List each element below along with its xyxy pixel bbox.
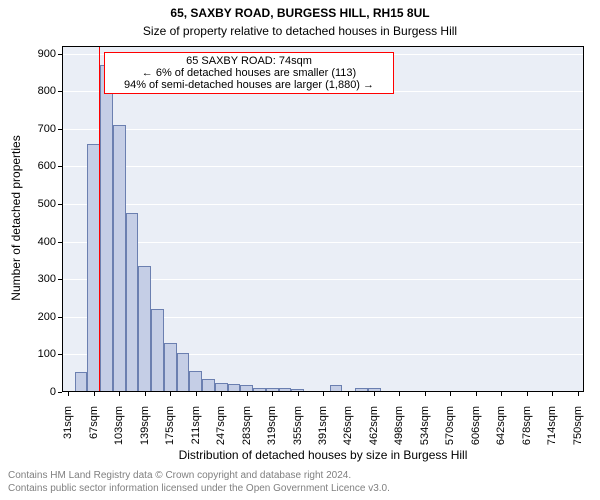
- histogram-bar: [253, 388, 266, 393]
- x-tick-mark: [298, 392, 299, 396]
- histogram-bar: [75, 372, 88, 392]
- y-tick-label: 0: [50, 386, 56, 398]
- annotation-line: ← 6% of detached houses are smaller (113…: [109, 67, 389, 79]
- histogram-bar: [164, 343, 177, 392]
- x-tick-label: 750sqm: [572, 406, 584, 454]
- footer-line-2: Contains public sector information licen…: [8, 483, 592, 496]
- x-tick-label: 247sqm: [215, 406, 227, 454]
- annotation-line: 94% of semi-detached houses are larger (…: [109, 79, 389, 91]
- x-tick-label: 642sqm: [495, 406, 507, 454]
- x-tick-mark: [476, 392, 477, 396]
- x-tick-label: 139sqm: [139, 406, 151, 454]
- x-tick-mark: [221, 392, 222, 396]
- x-tick-mark: [170, 392, 171, 396]
- footer-attribution: Contains HM Land Registry data © Crown c…: [8, 470, 592, 495]
- y-tick-mark: [58, 279, 62, 280]
- histogram-bar: [151, 309, 164, 392]
- x-tick-label: 319sqm: [266, 406, 278, 454]
- x-tick-label: 103sqm: [113, 406, 125, 454]
- plot-area: 65 SAXBY ROAD: 74sqm← 6% of detached hou…: [62, 46, 584, 392]
- chart-title-sub: Size of property relative to detached ho…: [0, 24, 600, 38]
- x-tick-label: 570sqm: [444, 406, 456, 454]
- y-tick-label: 800: [38, 85, 56, 97]
- x-tick-mark: [145, 392, 146, 396]
- x-tick-label: 678sqm: [521, 406, 533, 454]
- y-tick-mark: [58, 242, 62, 243]
- y-axis-label: Number of detached properties: [9, 118, 23, 318]
- x-tick-label: 355sqm: [292, 406, 304, 454]
- x-tick-label: 714sqm: [546, 406, 558, 454]
- property-marker-line: [99, 46, 100, 392]
- histogram-bar: [113, 125, 126, 392]
- histogram-bar: [100, 65, 113, 392]
- x-tick-mark: [323, 392, 324, 396]
- y-tick-mark: [58, 166, 62, 167]
- x-tick-mark: [399, 392, 400, 396]
- gridline: [62, 166, 584, 167]
- y-tick-label: 200: [38, 311, 56, 323]
- x-tick-mark: [68, 392, 69, 396]
- x-tick-mark: [94, 392, 95, 396]
- y-tick-mark: [58, 354, 62, 355]
- x-tick-mark: [247, 392, 248, 396]
- histogram-bar: [330, 385, 343, 392]
- x-tick-label: 67sqm: [88, 406, 100, 454]
- y-tick-label: 700: [38, 123, 56, 135]
- x-tick-label: 175sqm: [164, 406, 176, 454]
- y-tick-mark: [58, 317, 62, 318]
- chart-title-main: 65, SAXBY ROAD, BURGESS HILL, RH15 8UL: [0, 6, 600, 20]
- histogram-bar: [126, 213, 139, 392]
- histogram-bar: [279, 388, 292, 392]
- x-tick-mark: [119, 392, 120, 396]
- gridline: [62, 129, 584, 130]
- y-tick-label: 100: [38, 348, 56, 360]
- y-tick-label: 300: [38, 273, 56, 285]
- gridline: [62, 204, 584, 205]
- y-tick-label: 400: [38, 236, 56, 248]
- x-tick-mark: [527, 392, 528, 396]
- x-tick-mark: [272, 392, 273, 396]
- y-tick-label: 600: [38, 160, 56, 172]
- x-tick-mark: [501, 392, 502, 396]
- x-tick-label: 391sqm: [317, 406, 329, 454]
- y-tick-mark: [58, 91, 62, 92]
- y-tick-mark: [58, 129, 62, 130]
- x-tick-mark: [425, 392, 426, 396]
- x-tick-label: 211sqm: [190, 406, 202, 454]
- x-tick-label: 534sqm: [419, 406, 431, 454]
- x-tick-label: 498sqm: [393, 406, 405, 454]
- y-tick-label: 500: [38, 198, 56, 210]
- x-tick-label: 606sqm: [470, 406, 482, 454]
- annotation-line: 65 SAXBY ROAD: 74sqm: [109, 55, 389, 67]
- y-tick-mark: [58, 54, 62, 55]
- chart-container: 65, SAXBY ROAD, BURGESS HILL, RH15 8UL S…: [0, 0, 600, 500]
- annotation-box: 65 SAXBY ROAD: 74sqm← 6% of detached hou…: [104, 52, 394, 94]
- y-tick-label: 900: [38, 48, 56, 60]
- histogram-bar: [189, 371, 202, 392]
- x-tick-mark: [552, 392, 553, 396]
- x-tick-mark: [578, 392, 579, 396]
- x-tick-mark: [348, 392, 349, 396]
- x-tick-label: 426sqm: [342, 406, 354, 454]
- footer-line-1: Contains HM Land Registry data © Crown c…: [8, 470, 592, 483]
- gridline: [62, 242, 584, 243]
- histogram-bar: [240, 385, 253, 392]
- x-tick-label: 31sqm: [62, 406, 74, 454]
- histogram-bar: [215, 383, 228, 392]
- x-tick-mark: [374, 392, 375, 396]
- y-tick-mark: [58, 204, 62, 205]
- x-tick-mark: [450, 392, 451, 396]
- plot-background: 65 SAXBY ROAD: 74sqm← 6% of detached hou…: [62, 46, 584, 392]
- histogram-bar: [355, 388, 368, 392]
- x-tick-mark: [196, 392, 197, 396]
- histogram-bar: [177, 353, 190, 392]
- histogram-bar: [228, 384, 241, 392]
- x-tick-label: 462sqm: [368, 406, 380, 454]
- x-tick-label: 283sqm: [241, 406, 253, 454]
- y-tick-mark: [58, 392, 62, 393]
- histogram-bar: [202, 379, 215, 392]
- histogram-bar: [138, 266, 151, 392]
